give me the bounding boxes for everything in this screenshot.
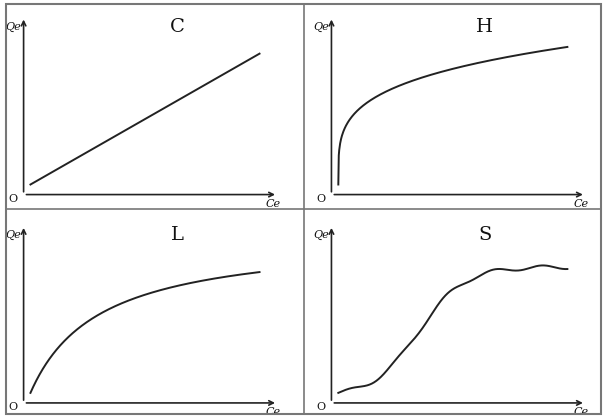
Text: Ce: Ce <box>266 199 281 209</box>
Text: H: H <box>476 18 493 36</box>
Text: O: O <box>317 194 326 204</box>
Text: Qe: Qe <box>313 230 329 240</box>
Text: C: C <box>169 18 185 36</box>
Text: O: O <box>317 402 326 412</box>
Text: Qe: Qe <box>313 22 329 32</box>
Text: L: L <box>171 227 183 245</box>
Text: Qe: Qe <box>5 22 21 32</box>
Text: Ce: Ce <box>266 407 281 417</box>
Text: O: O <box>8 194 18 204</box>
Text: S: S <box>478 227 492 245</box>
Text: O: O <box>8 402 18 412</box>
Text: Ce: Ce <box>574 407 589 417</box>
Text: Ce: Ce <box>574 199 589 209</box>
Text: Qe: Qe <box>5 230 21 240</box>
